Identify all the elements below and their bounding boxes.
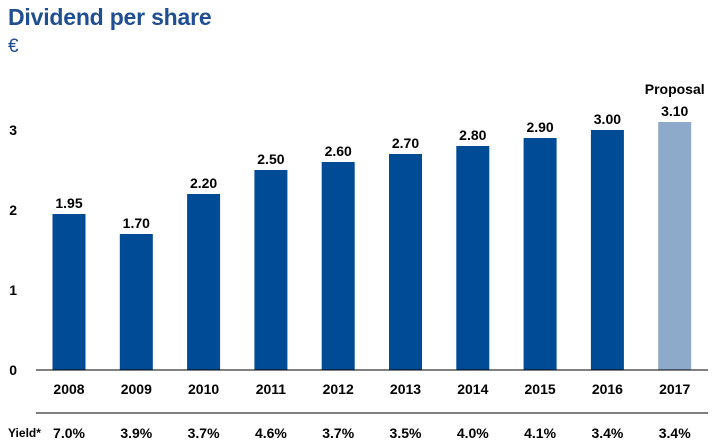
data-label-2014: 2.80 [459, 127, 486, 143]
x-tick-label: 2015 [525, 381, 556, 397]
x-tick-label: 2014 [457, 381, 488, 397]
x-tick-label: 2012 [323, 381, 354, 397]
yield-value: 3.7% [188, 425, 220, 441]
bar-2016 [590, 130, 624, 370]
data-label-2008: 1.95 [55, 195, 82, 211]
yield-value: 3.4% [591, 425, 623, 441]
data-label-2010: 2.20 [190, 175, 217, 191]
x-tick-label: 2016 [592, 381, 623, 397]
x-tick-label: 2017 [659, 381, 690, 397]
y-tick-label: 2 [9, 202, 17, 218]
data-label-2015: 2.90 [526, 119, 553, 135]
x-tick-label: 2011 [256, 381, 287, 397]
bar-2014 [456, 146, 490, 370]
yield-value: 3.5% [390, 425, 422, 441]
yield-value: 7.0% [53, 425, 85, 441]
yield-value: 3.4% [659, 425, 691, 441]
bar-2011 [254, 170, 288, 370]
bar-2010 [187, 194, 221, 370]
unit-label: € [8, 36, 19, 57]
bar-2008 [52, 214, 86, 370]
yield-value: 3.9% [120, 425, 152, 441]
proposal-annotation: Proposal [645, 81, 705, 97]
data-label-2009: 1.70 [123, 215, 150, 231]
y-tick-label: 0 [9, 362, 17, 378]
x-tick-label: 2008 [53, 381, 84, 397]
y-tick-label: 3 [9, 122, 17, 138]
y-tick-label: 1 [9, 282, 17, 298]
data-label-2017: 3.10 [661, 103, 688, 119]
chart-title: Dividend per share [8, 4, 212, 30]
x-tick-label: 2013 [390, 381, 421, 397]
x-tick-label: 2010 [188, 381, 219, 397]
yield-value: 4.0% [457, 425, 489, 441]
yield-row-label: Yield* [8, 426, 41, 440]
yield-value: 4.6% [255, 425, 287, 441]
bar-2017 [658, 122, 692, 370]
bar-2013 [389, 154, 422, 370]
data-label-2011: 2.50 [257, 151, 284, 167]
data-label-2013: 2.70 [392, 135, 419, 151]
yield-value: 3.7% [322, 425, 354, 441]
bar-2009 [119, 234, 153, 370]
x-tick-label: 2009 [121, 381, 152, 397]
bar-2015 [523, 138, 557, 370]
yield-value: 4.1% [524, 425, 556, 441]
data-label-2012: 2.60 [325, 143, 352, 159]
data-label-2016: 3.00 [594, 111, 621, 127]
bar-2012 [321, 162, 355, 370]
